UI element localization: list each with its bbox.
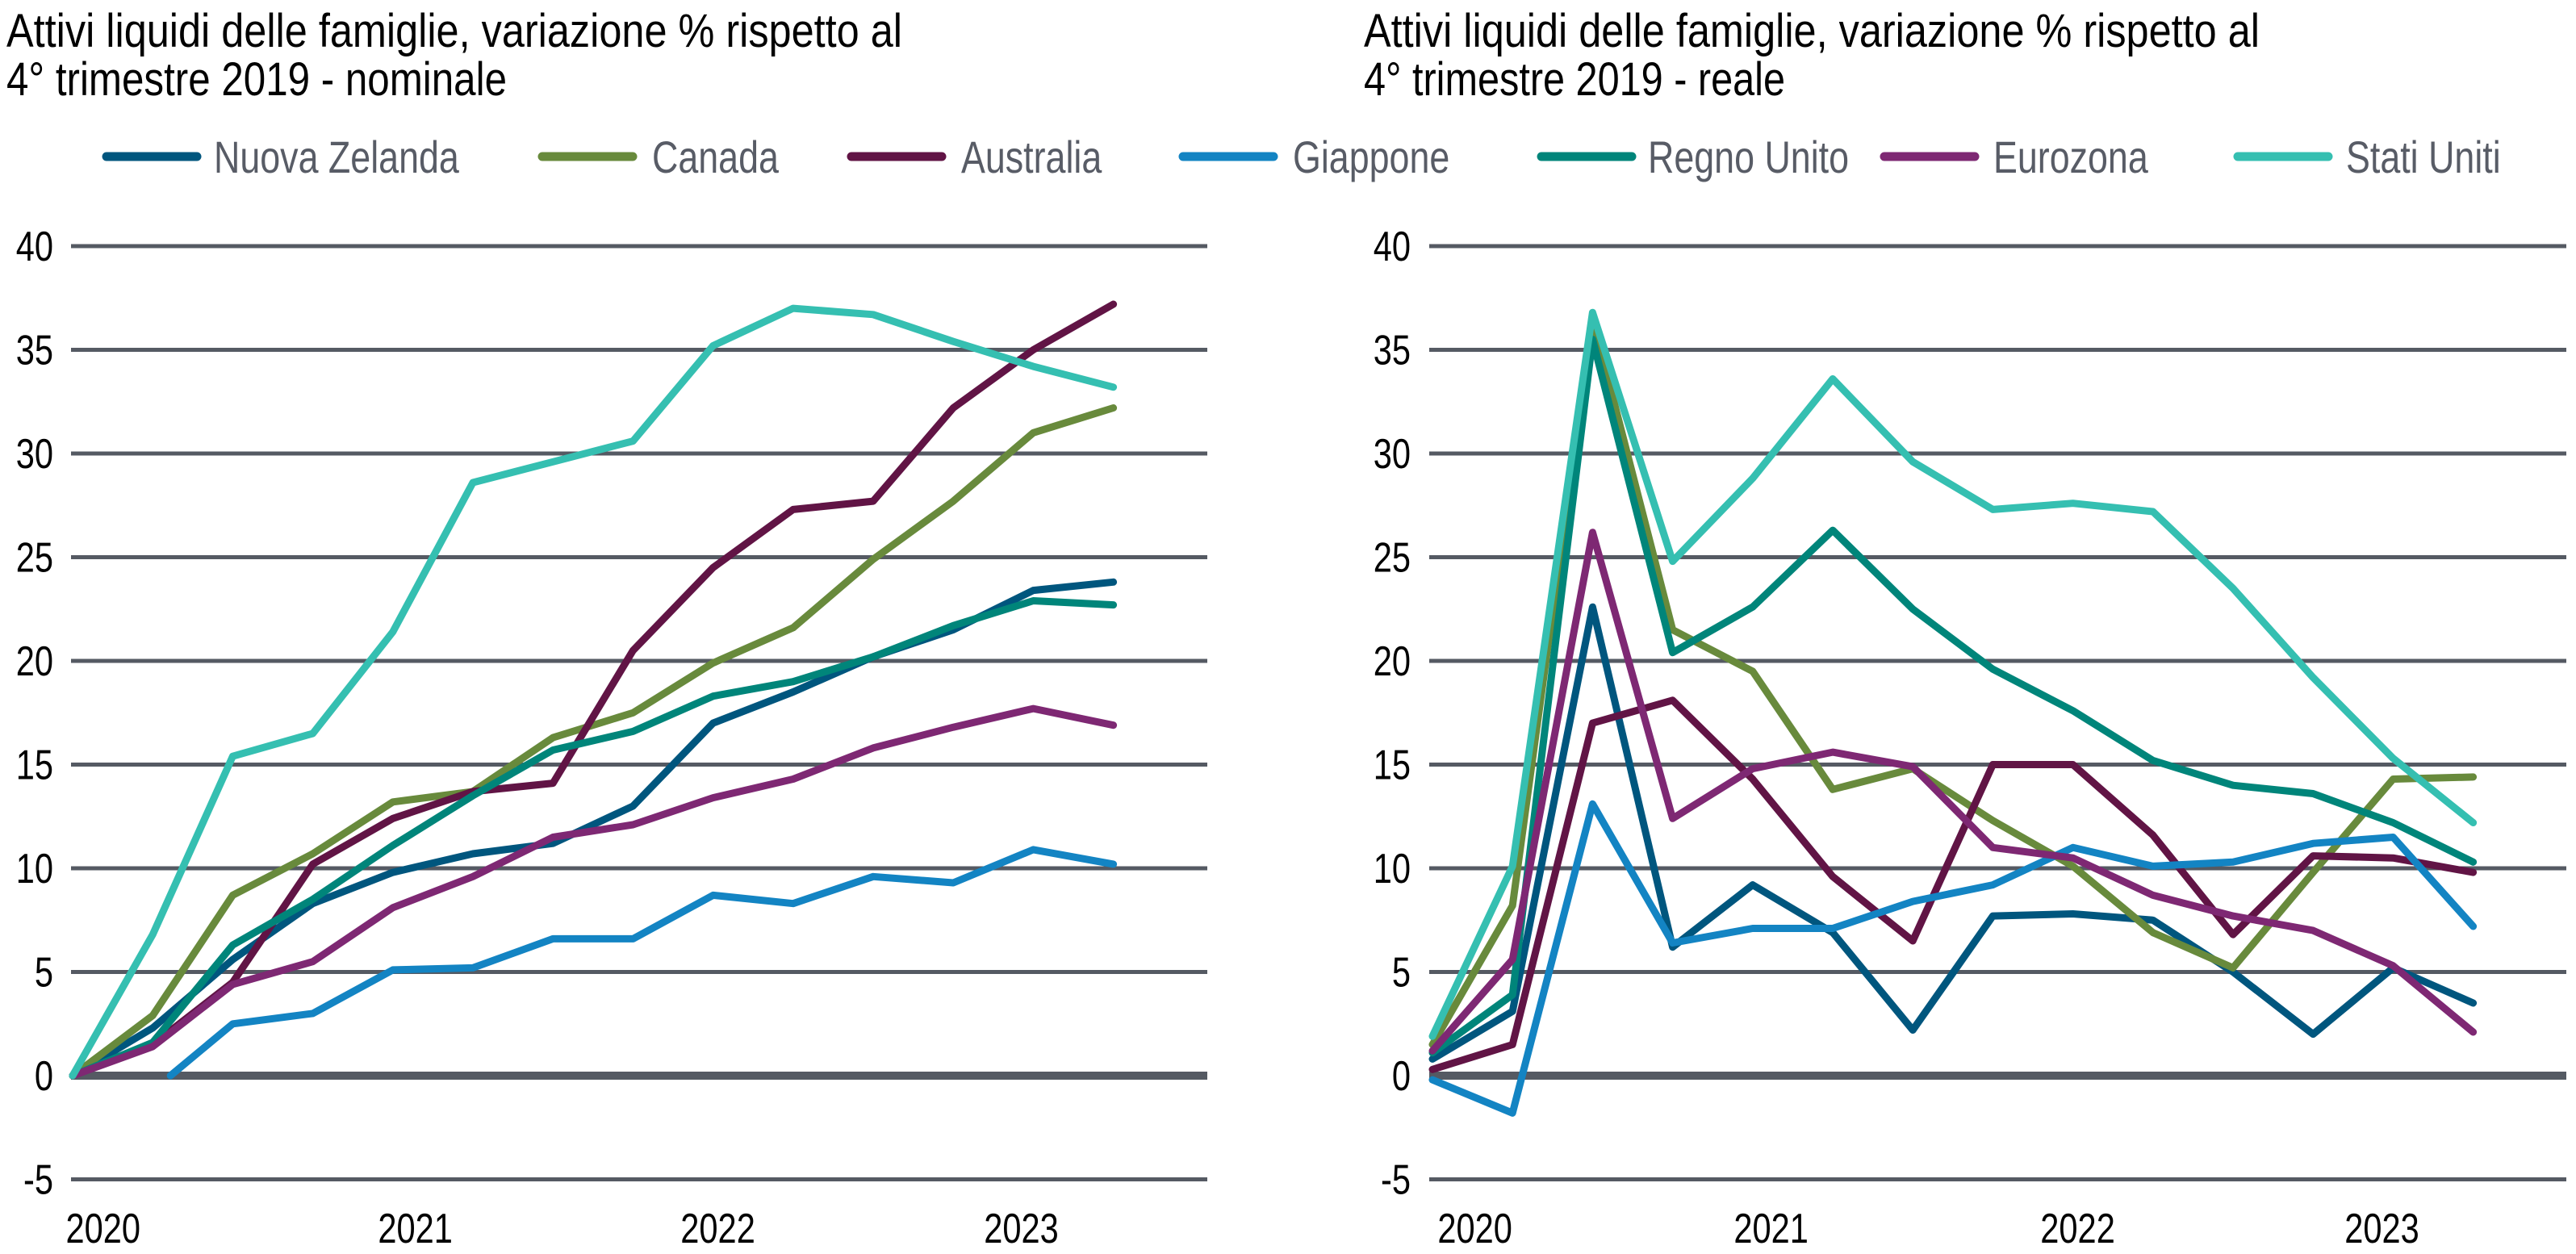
y-tick-label: 25: [1374, 533, 1411, 581]
y-tick-label: 30: [16, 430, 53, 478]
x-axis: 2020 2021 2022 2023: [65, 1205, 1058, 1252]
legend-item-eurozona: Eurozona: [1880, 132, 2148, 182]
x-tick-label: 2021: [378, 1205, 453, 1252]
y-tick-label: 25: [16, 533, 53, 581]
y-tick-label: 10: [1374, 845, 1411, 892]
x-axis: 2020 2021 2022 2023: [1437, 1205, 2419, 1252]
x-tick-label: 2023: [2344, 1205, 2419, 1252]
y-axis: 40 35 30 25 20 15 10 5 0 -5: [16, 223, 53, 1203]
series-line-giappone: [166, 846, 1118, 1080]
legend-item-stati-uniti: Stati Uniti: [2233, 132, 2501, 182]
series-line-regno-unito: [69, 597, 1118, 1080]
left-title-line1: Attivi liquidi delle famiglie, variazion…: [6, 5, 902, 57]
series-lines: [69, 300, 1118, 1080]
right-chart-title: Attivi liquidi delle famiglie, variazion…: [1364, 5, 2260, 106]
legend-label: Eurozona: [1993, 132, 2148, 182]
left-title-line2: 4° trimestre 2019 - nominale: [6, 53, 507, 106]
x-tick-label: 2022: [2040, 1205, 2115, 1252]
x-tick-label: 2020: [1437, 1205, 1512, 1252]
y-tick-label: 5: [35, 948, 53, 996]
y-tick-label: 20: [16, 637, 53, 685]
series-line-nuova-zelanda: [1428, 603, 2478, 1063]
series-line-canada: [69, 404, 1118, 1080]
y-tick-label: 5: [1392, 948, 1411, 996]
right-title-line2: 4° trimestre 2019 - reale: [1364, 53, 1785, 106]
legend-label: Giappone: [1293, 132, 1449, 182]
y-tick-label: 15: [1374, 741, 1411, 788]
series-line-stati-uniti: [69, 304, 1118, 1080]
legend-label: Nuova Zelanda: [214, 132, 460, 182]
right-chart-real: 40 35 30 25 20 15 10 5 0 -5 2020 2021 2022 2023: [1374, 223, 2566, 1252]
legend-label: Regno Unito: [1648, 132, 1849, 182]
y-tick-label: 20: [1374, 637, 1411, 685]
left-chart-nominal: 40 35 30 25 20 15 10 5 0 -5 2020 2021 2022 2023: [16, 223, 1207, 1252]
y-tick-label: 35: [1374, 326, 1411, 374]
legend-item-nuova-zelanda: Nuova Zelanda: [102, 132, 460, 182]
legend: Nuova Zelanda Canada Australia Giappone Regn…: [102, 132, 2501, 182]
series-line-stati-uniti: [1428, 308, 2478, 1040]
y-tick-label: 15: [16, 741, 53, 788]
right-title-line1: Attivi liquidi delle famiglie, variazion…: [1364, 5, 2260, 57]
legend-item-giappone: Giappone: [1178, 132, 1449, 182]
legend-label: Stati Uniti: [2346, 132, 2501, 182]
legend-item-australia: Australia: [847, 132, 1102, 182]
y-tick-label: 40: [1374, 223, 1411, 270]
x-tick-label: 2022: [680, 1205, 755, 1252]
y-tick-label: 10: [16, 845, 53, 892]
legend-label: Canada: [652, 132, 780, 182]
series-line-australia: [1428, 696, 2478, 1073]
series-line-eurozona: [1428, 529, 2478, 1055]
legend-item-canada: Canada: [537, 132, 780, 182]
y-tick-label: -5: [1381, 1156, 1411, 1203]
x-tick-label: 2021: [1733, 1205, 1809, 1252]
series-lines: [1428, 308, 2478, 1117]
series-line-eurozona: [69, 704, 1118, 1080]
y-tick-label: 40: [16, 223, 53, 270]
x-tick-label: 2020: [65, 1205, 140, 1252]
series-line-australia: [69, 300, 1118, 1080]
y-tick-label: -5: [23, 1156, 53, 1203]
y-tick-label: 35: [16, 326, 53, 374]
y-axis: 40 35 30 25 20 15 10 5 0 -5: [1374, 223, 1411, 1203]
x-tick-label: 2023: [984, 1205, 1059, 1252]
y-tick-label: 30: [1374, 430, 1411, 478]
series-line-giappone: [1428, 800, 2478, 1117]
series-line-regno-unito: [1428, 336, 2478, 1057]
gridlines: [1429, 244, 2566, 1181]
series-line-canada: [1428, 315, 2478, 1048]
y-tick-label: 0: [1392, 1052, 1411, 1100]
legend-item-regno-unito: Regno Unito: [1537, 132, 1849, 182]
y-tick-label: 0: [35, 1052, 53, 1100]
gridlines: [71, 244, 1207, 1181]
legend-label: Australia: [961, 132, 1102, 182]
left-chart-title: Attivi liquidi delle famiglie, variazion…: [6, 5, 902, 106]
